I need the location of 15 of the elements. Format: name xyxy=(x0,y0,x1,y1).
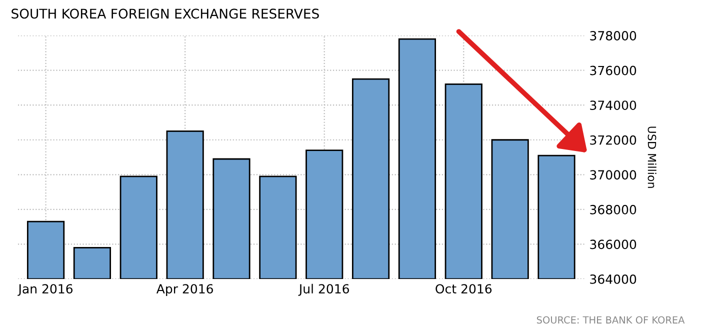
source-note: SOURCE: THE BANK OF KOREA xyxy=(536,316,685,324)
y-tick-label: 378000 xyxy=(590,31,636,40)
chart-title: SOUTH KOREA FOREIGN EXCHANGE RESERVES xyxy=(12,8,319,19)
x-tick-label: Oct 2016 xyxy=(436,284,492,294)
y-axis-title: USD Million xyxy=(648,126,656,188)
x-tick-label: Jan 2016 xyxy=(18,284,73,296)
x-tick-label: Apr 2016 xyxy=(156,284,213,296)
y-tick-label: 376000 xyxy=(590,66,636,76)
y-tick-label: 364000 xyxy=(590,274,636,284)
x-tick-label: Jul 2016 xyxy=(298,284,349,296)
y-tick-label: 370000 xyxy=(590,170,636,180)
y-tick-label: 368000 xyxy=(590,204,636,214)
y-tick-label: 374000 xyxy=(590,100,636,110)
y-tick-label: 372000 xyxy=(590,135,636,145)
y-tick-label: 366000 xyxy=(590,240,636,250)
